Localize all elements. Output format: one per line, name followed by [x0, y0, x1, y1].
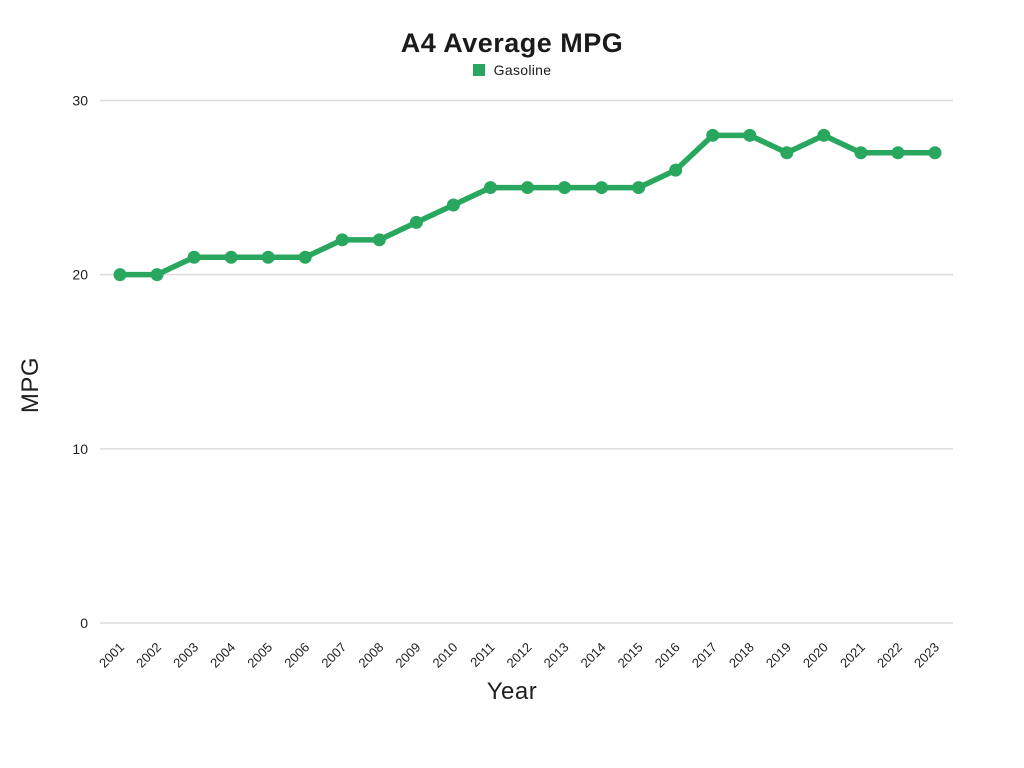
data-point-2006[interactable] — [298, 250, 312, 264]
x-tick-label-2003: 2003 — [170, 640, 201, 671]
data-point-2001[interactable] — [113, 268, 127, 282]
x-tick-label-2018: 2018 — [726, 640, 757, 671]
x-tick-label-2013: 2013 — [541, 640, 572, 671]
y-tick-label-0: 0 — [80, 615, 88, 631]
x-tick-label-2015: 2015 — [615, 640, 646, 671]
x-tick-label-2001: 2001 — [96, 640, 127, 671]
y-axis-ticks: 0 10 20 30 — [72, 93, 88, 632]
x-tick-label-2019: 2019 — [763, 640, 794, 671]
x-tick-label-2008: 2008 — [355, 640, 386, 671]
x-tick-label-2014: 2014 — [578, 640, 609, 671]
legend: Gasoline — [0, 62, 1024, 78]
x-tick-label-2023: 2023 — [911, 640, 942, 671]
x-tick-label-2006: 2006 — [281, 640, 312, 671]
legend-item-gasoline[interactable]: Gasoline — [472, 62, 552, 78]
data-point-2011[interactable] — [483, 181, 497, 195]
chart-title: A4 Average MPG — [400, 28, 624, 58]
data-point-2012[interactable] — [521, 181, 534, 195]
gasoline-legend-swatch-icon — [472, 64, 485, 76]
x-tick-label-2002: 2002 — [133, 640, 164, 671]
x-tick-label-2021: 2021 — [837, 640, 868, 671]
x-tick-label-2009: 2009 — [392, 640, 423, 671]
data-point-2002[interactable] — [150, 268, 164, 282]
data-point-2013[interactable] — [558, 181, 572, 195]
x-tick-label-2017: 2017 — [689, 640, 720, 671]
y-tick-label-30: 30 — [72, 93, 88, 109]
data-point-2004[interactable] — [224, 250, 238, 264]
data-point-2014[interactable] — [595, 181, 609, 195]
y-axis-title: MPG — [17, 357, 44, 413]
data-point-2010[interactable] — [446, 198, 460, 212]
series-group — [113, 128, 942, 282]
x-axis-ticks: 2001 2002 2003 2004 2005 2006 2007 2008 2009 2010… — [96, 640, 942, 671]
data-point-2020[interactable] — [817, 128, 831, 142]
x-tick-label-2010: 2010 — [429, 640, 460, 671]
data-point-2003[interactable] — [187, 250, 201, 264]
data-point-2018[interactable] — [743, 128, 757, 142]
data-point-2008[interactable] — [372, 233, 386, 247]
data-point-2019[interactable] — [780, 146, 794, 160]
data-point-2009[interactable] — [409, 215, 423, 229]
x-tick-label-2004: 2004 — [207, 640, 238, 671]
x-tick-label-2005: 2005 — [244, 640, 275, 671]
x-tick-label-2016: 2016 — [652, 640, 683, 671]
data-point-2021[interactable] — [854, 146, 868, 160]
x-tick-label-2022: 2022 — [874, 640, 905, 671]
y-tick-label-20: 20 — [72, 267, 88, 283]
data-point-2022[interactable] — [891, 146, 905, 160]
data-point-2007[interactable] — [335, 233, 349, 247]
legend-label: Gasoline — [493, 62, 552, 78]
data-point-2023[interactable] — [928, 146, 942, 160]
gridlines-group — [100, 99, 953, 624]
x-tick-label-2012: 2012 — [504, 640, 535, 671]
x-tick-label-2007: 2007 — [318, 640, 349, 671]
x-axis-title: Year — [487, 678, 538, 705]
series-line-gasoline — [117, 132, 938, 278]
x-tick-label-2011: 2011 — [467, 640, 497, 670]
data-point-2005[interactable] — [261, 250, 275, 264]
data-point-2015[interactable] — [632, 181, 646, 195]
data-point-2016[interactable] — [669, 163, 683, 177]
y-tick-label-10: 10 — [72, 441, 88, 457]
data-point-2017[interactable] — [706, 128, 720, 142]
x-tick-label-2020: 2020 — [800, 640, 831, 671]
